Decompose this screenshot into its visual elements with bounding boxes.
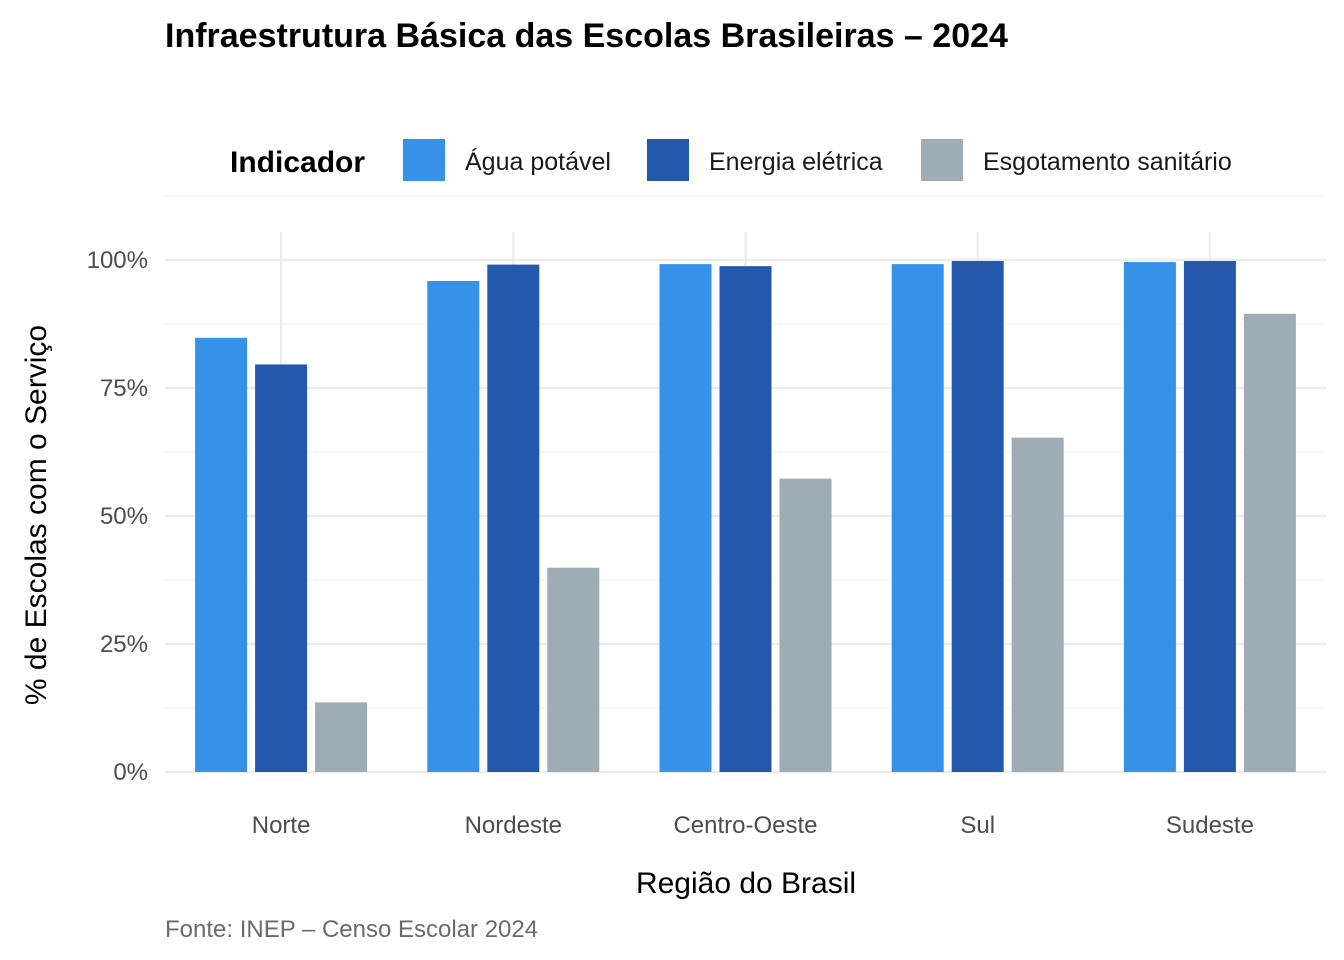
bar-esgotamento-sanitario-sudeste — [1243, 313, 1296, 772]
x-tick-label: Centro-Oeste — [673, 812, 817, 839]
legend-key — [921, 139, 963, 181]
bar-energia-eletrica-norte — [255, 364, 308, 772]
bar-agua-potavel-centro-oeste — [659, 264, 712, 772]
y-tick-label: 0% — [113, 759, 148, 786]
x-tick-label: Norte — [252, 812, 311, 839]
legend-label: Esgotamento sanitário — [983, 148, 1232, 176]
legend-label: Energia elétrica — [709, 148, 883, 176]
bar-esgotamento-sanitario-centro-oeste — [779, 478, 832, 772]
bar-esgotamento-sanitario-norte — [315, 702, 368, 772]
legend-key — [647, 139, 689, 181]
y-axis-title: % de Escolas com o Serviço — [20, 325, 53, 705]
chart-title: Infraestrutura Básica das Escolas Brasil… — [165, 17, 1008, 55]
y-tick-label: 50% — [100, 503, 148, 530]
bar-agua-potavel-sul — [891, 264, 944, 772]
bar-energia-eletrica-sul — [951, 261, 1004, 772]
bar-esgotamento-sanitario-sul — [1011, 437, 1064, 772]
bar-esgotamento-sanitario-nordeste — [547, 567, 600, 772]
x-axis-title: Região do Brasil — [636, 867, 856, 900]
legend: Indicador Água potável Energia elétrica Es… — [230, 139, 1232, 181]
legend-title: Indicador — [230, 146, 365, 179]
bar-energia-eletrica-centro-oeste — [719, 266, 772, 772]
legend-key — [403, 139, 445, 181]
y-tick-label: 25% — [100, 631, 148, 658]
y-axis-ticks: 0% 25% 50% 75% 100% — [87, 247, 148, 786]
bars — [195, 261, 1296, 772]
legend-label: Água potável — [465, 147, 611, 176]
bar-agua-potavel-nordeste — [427, 280, 480, 772]
x-axis-ticks: Norte Nordeste Centro-Oeste Sul Sudeste — [252, 812, 1254, 839]
x-tick-label: Nordeste — [465, 812, 562, 839]
bar-agua-potavel-norte — [195, 337, 248, 772]
y-tick-label: 100% — [87, 247, 148, 274]
bar-agua-potavel-sudeste — [1123, 262, 1176, 772]
x-tick-label: Sudeste — [1166, 812, 1254, 839]
caption: Fonte: INEP – Censo Escolar 2024 — [165, 916, 538, 943]
bar-energia-eletrica-sudeste — [1183, 261, 1236, 772]
y-tick-label: 75% — [100, 375, 148, 402]
x-tick-label: Sul — [960, 812, 995, 839]
bar-energia-eletrica-nordeste — [487, 264, 540, 772]
